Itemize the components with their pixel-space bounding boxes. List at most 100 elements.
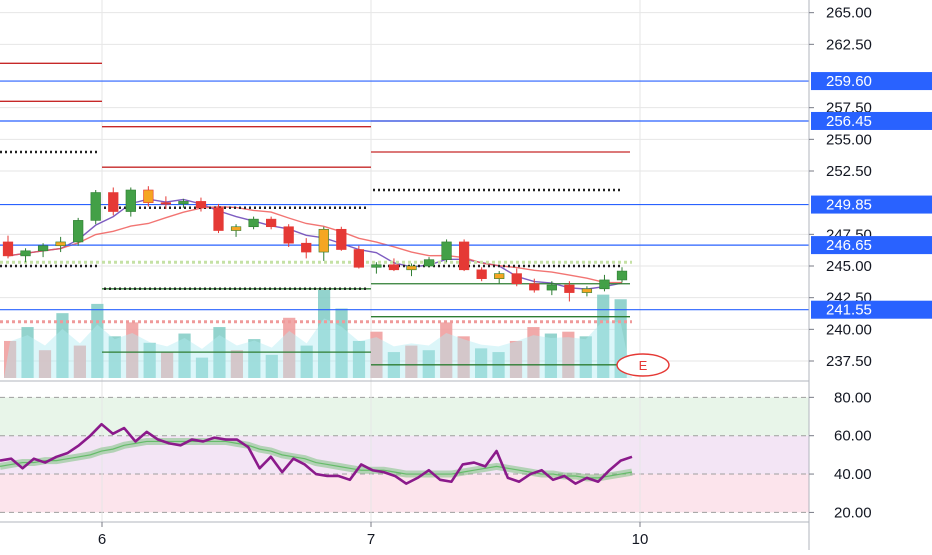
candle-body-6[interactable] <box>108 192 119 212</box>
price-tick-label-0: 265.00 <box>826 5 872 22</box>
candle-body-8[interactable] <box>143 189 154 203</box>
rsi-line <box>0 422 633 485</box>
candle-body-2[interactable] <box>37 245 49 252</box>
candle-body-1[interactable] <box>20 250 31 257</box>
volume-bar-24 <box>422 350 435 378</box>
candle-body-18[interactable] <box>318 228 329 253</box>
volume-bar-9 <box>161 352 174 378</box>
candle-body-9[interactable] <box>160 202 172 205</box>
volume-bar-19 <box>335 308 348 378</box>
candle-body-27[interactable] <box>476 269 487 279</box>
candle-body-16[interactable] <box>283 226 294 244</box>
volume-bar-21 <box>370 331 383 378</box>
candle-body-22[interactable] <box>388 264 400 271</box>
earnings-marker-icon[interactable] <box>616 353 670 377</box>
candle-body-33[interactable] <box>581 288 593 293</box>
price-tick-label-4: 252.50 <box>826 163 872 180</box>
price-badge-4[interactable] <box>811 300 932 319</box>
volume-bar-26 <box>457 336 470 378</box>
ma-line-slow <box>7 206 623 284</box>
candle-body-15[interactable] <box>266 218 277 228</box>
time-tick-label-2: 10 <box>632 531 649 548</box>
rsi-tick-label-0: 80.00 <box>834 389 872 406</box>
volume-bar-2 <box>38 350 52 378</box>
price-tick-label-8: 240.00 <box>826 321 872 338</box>
volume-bar-1 <box>21 327 34 378</box>
candle-body-20[interactable] <box>353 249 364 268</box>
rsi-band-0 <box>0 397 809 436</box>
volume-bar-5 <box>91 303 104 378</box>
candle-body-21[interactable] <box>371 264 382 268</box>
volume-bar-13 <box>230 350 243 378</box>
volume-bar-29 <box>509 340 523 378</box>
volume-bar-7 <box>126 322 139 378</box>
candle-body-17[interactable] <box>301 242 312 253</box>
candle-body-0[interactable] <box>2 241 14 257</box>
candle-body-34[interactable] <box>599 279 610 290</box>
candle-body-10[interactable] <box>178 201 189 205</box>
volume-bar-27 <box>475 348 488 378</box>
volume-bar-6 <box>108 336 121 378</box>
volume-bar-11 <box>195 357 209 378</box>
price-tick-label-6: 245.00 <box>826 258 872 275</box>
candle-body-31[interactable] <box>546 284 557 291</box>
candle-body-30[interactable] <box>529 283 540 291</box>
candle-body-32[interactable] <box>564 284 575 293</box>
price-badge-1[interactable] <box>811 111 932 130</box>
volume-bar-32 <box>562 331 575 378</box>
candle-body-5[interactable] <box>90 192 101 221</box>
volume-bar-23 <box>405 345 418 378</box>
rsi-tick-label-2: 40.00 <box>834 466 872 483</box>
volume-bar-31 <box>544 333 557 378</box>
volume-bar-15 <box>265 354 278 378</box>
volume-bar-25 <box>440 322 453 378</box>
price-badge-label-3: 246.65 <box>826 237 872 254</box>
time-tick-label-0: 6 <box>98 531 106 548</box>
volume-bar-33 <box>579 336 592 378</box>
candle-body-12[interactable] <box>213 207 224 231</box>
candle-body-25[interactable] <box>441 241 452 260</box>
volume-bar-20 <box>352 340 366 378</box>
price-tick-label-1: 262.50 <box>826 36 872 53</box>
volume-bar-17 <box>300 345 313 378</box>
candle-body-11[interactable] <box>195 201 207 209</box>
rsi-tick-label-1: 60.00 <box>834 428 872 445</box>
candle-body-28[interactable] <box>494 273 505 279</box>
volume-bar-18 <box>318 290 331 378</box>
volume-bar-16 <box>283 317 296 378</box>
volume-average-area <box>4 318 632 378</box>
rsi-tick-label-3: 20.00 <box>834 504 872 521</box>
candle-body-23[interactable] <box>406 265 417 271</box>
candle-body-3[interactable] <box>55 241 66 247</box>
candle-body-14[interactable] <box>248 218 259 228</box>
price-tick-label-9: 237.50 <box>826 353 872 370</box>
volume-bar-14 <box>248 339 261 378</box>
price-badge-2[interactable] <box>811 195 932 214</box>
volume-bar-3 <box>56 313 69 378</box>
candle-body-13[interactable] <box>230 226 242 231</box>
price-badge-label-2: 249.85 <box>826 197 872 214</box>
time-tick-label-1: 7 <box>367 531 375 548</box>
candle-body-7[interactable] <box>125 189 136 212</box>
candle-body-19[interactable] <box>336 228 347 250</box>
volume-bar-34 <box>597 294 610 378</box>
rsi-band-2 <box>0 474 809 513</box>
candle-body-35[interactable] <box>616 270 628 281</box>
price-badge-label-0: 259.60 <box>826 73 872 90</box>
rsi-band-1 <box>0 435 809 475</box>
candle-body-29[interactable] <box>511 273 522 285</box>
volume-bar-0 <box>4 340 17 378</box>
candle-body-4[interactable] <box>73 220 84 243</box>
earnings-marker-label: E <box>639 358 648 373</box>
candle-body-26[interactable] <box>458 241 470 271</box>
candle-body-24[interactable] <box>423 259 435 267</box>
volume-bar-10 <box>178 333 191 378</box>
price-badge-label-1: 256.45 <box>826 113 872 130</box>
rsi-signal-line <box>0 440 633 479</box>
price-badge-3[interactable] <box>811 236 932 255</box>
volume-bar-4 <box>73 345 86 378</box>
price-tick-label-3: 255.00 <box>826 131 872 148</box>
price-badge-0[interactable] <box>811 72 932 91</box>
